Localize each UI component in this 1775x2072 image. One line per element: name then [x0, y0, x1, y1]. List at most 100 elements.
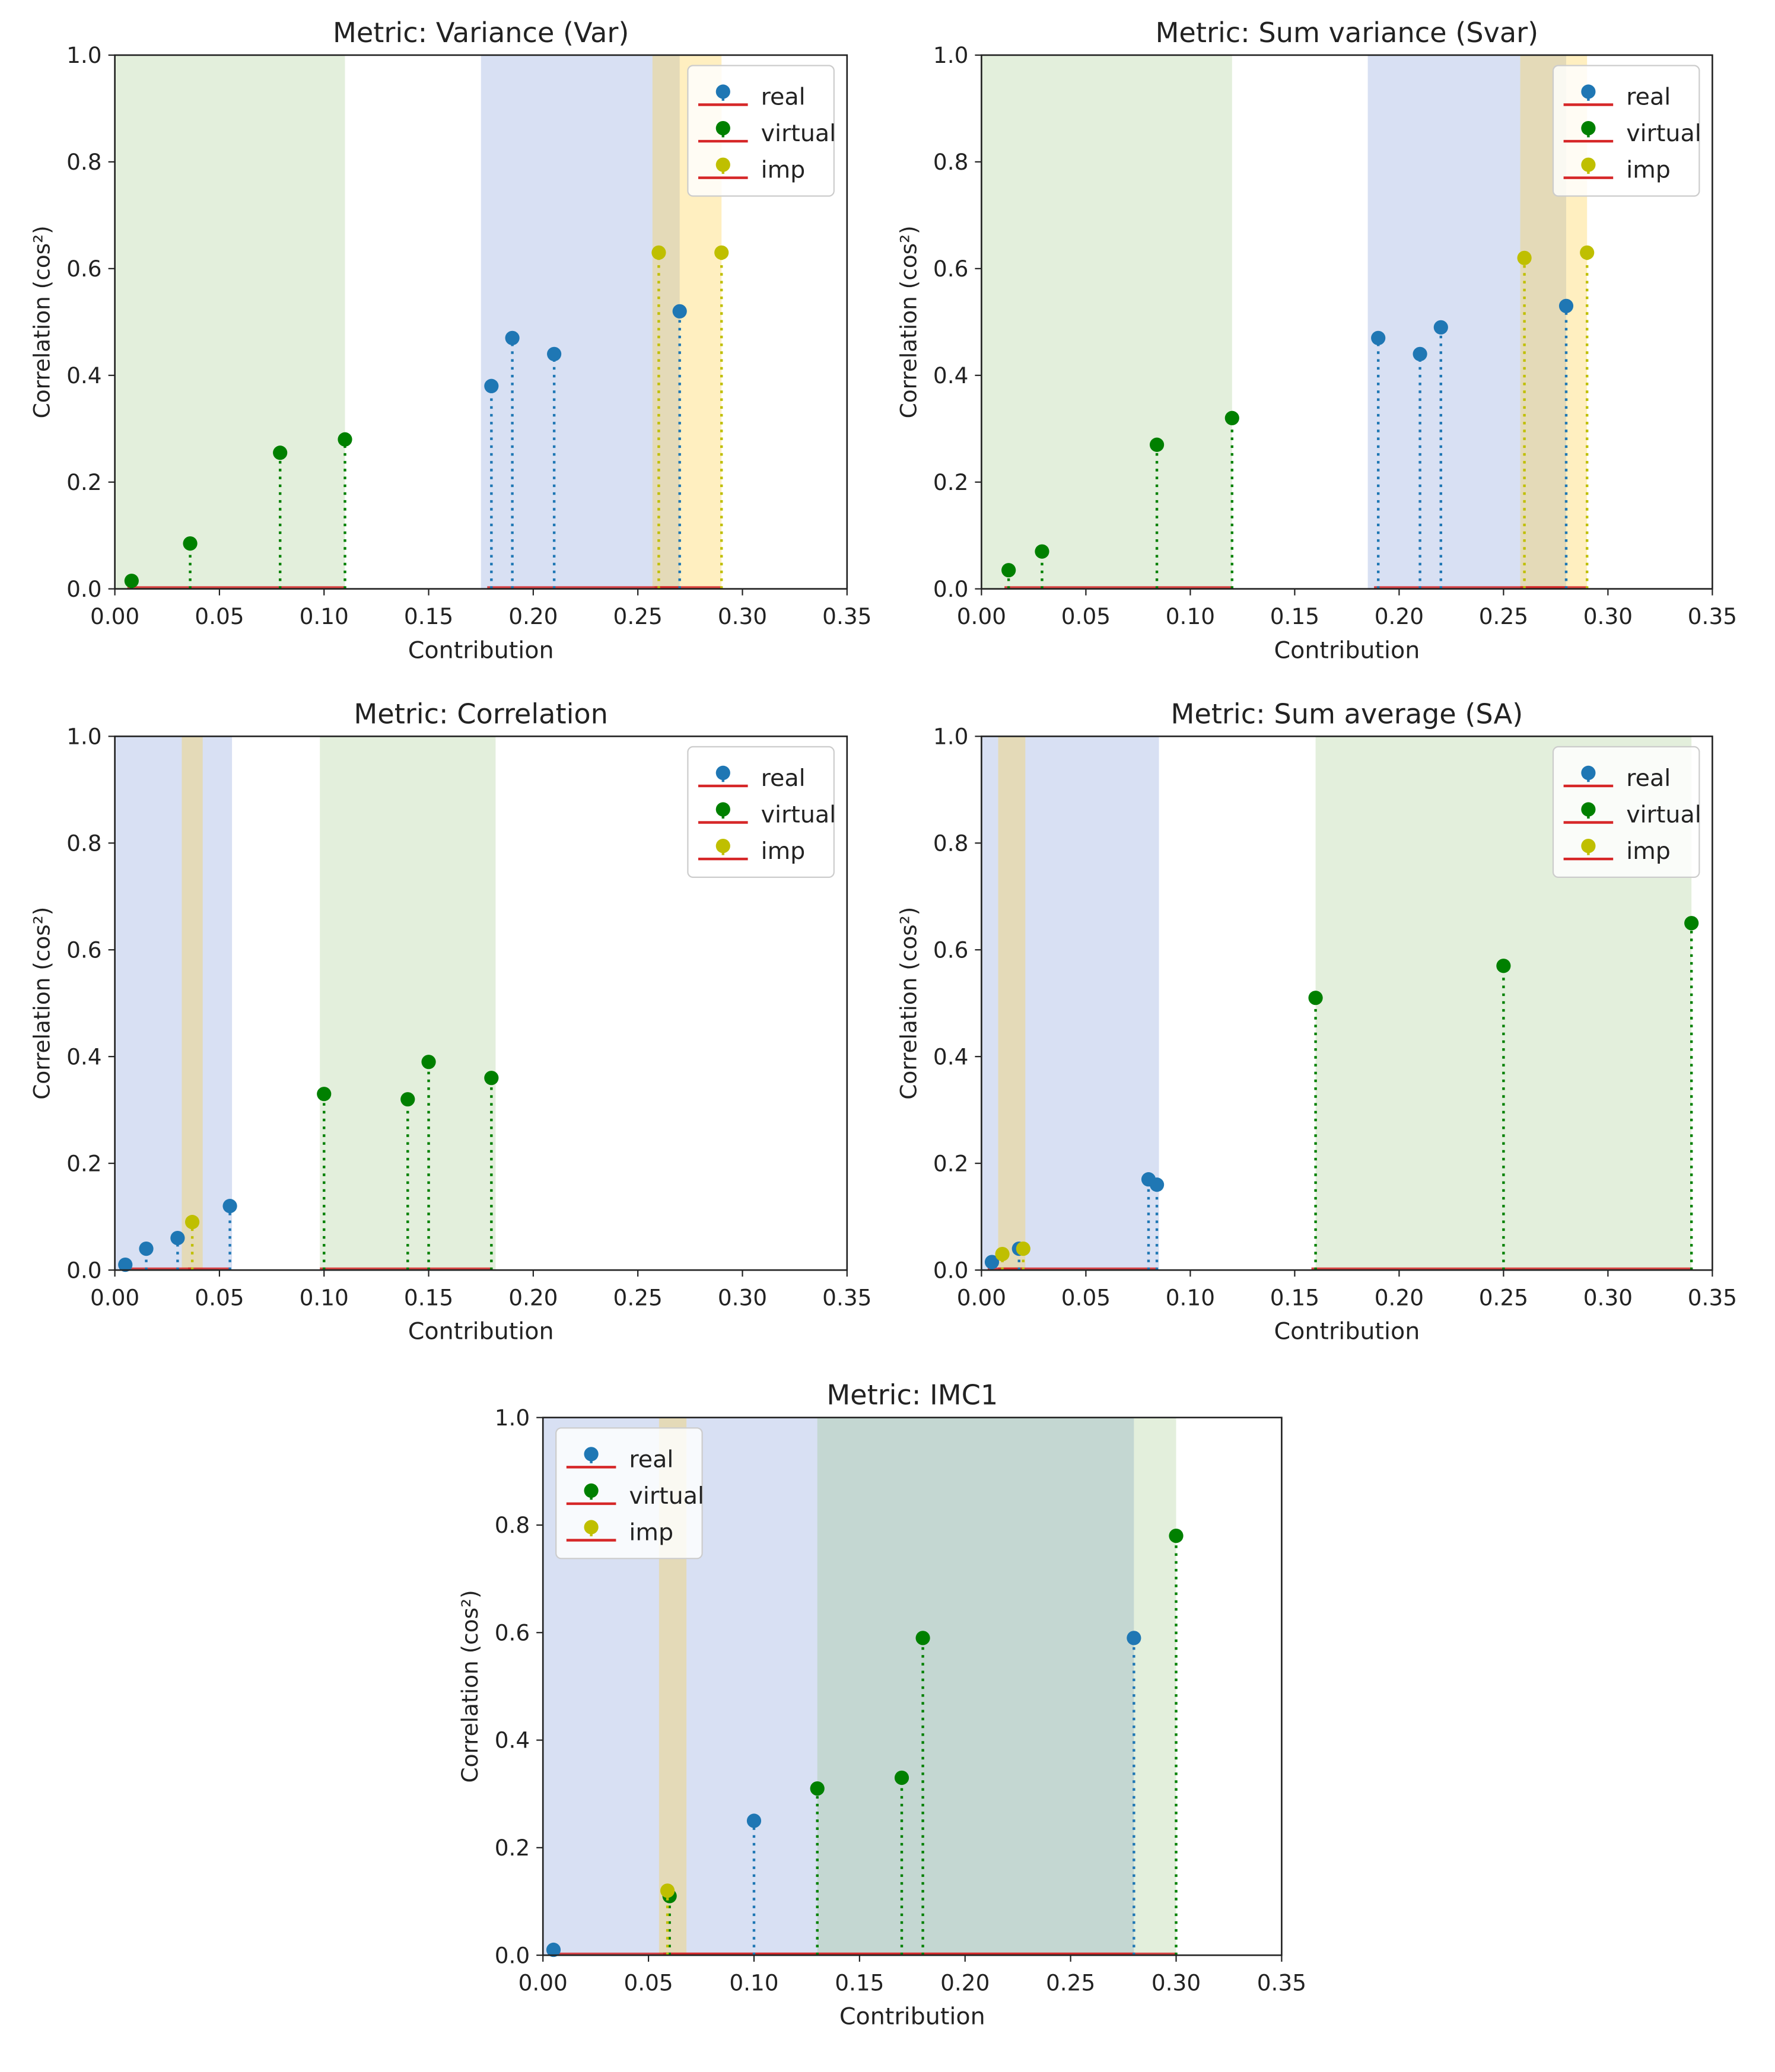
legend-marker-imp — [715, 839, 730, 854]
x-axis-label: Contribution — [408, 1318, 554, 1345]
point-real — [672, 304, 687, 319]
y-tick-label: 0.0 — [933, 576, 968, 602]
legend-marker-virtual — [715, 802, 730, 817]
point-real — [984, 1255, 1000, 1269]
x-tick-label: 0.00 — [90, 1285, 139, 1311]
x-tick-label: 0.25 — [1046, 1969, 1095, 1995]
point-virtual — [484, 1071, 499, 1086]
axes-frame — [542, 1417, 1283, 1956]
x-tick-label: 0.25 — [1479, 603, 1528, 629]
point-real — [118, 1258, 133, 1272]
span-imp — [182, 736, 203, 1271]
chart-title: Metric: Sum average (SA) — [1171, 698, 1523, 730]
y-tick-label: 0.6 — [933, 937, 968, 963]
point-virtual — [1169, 1529, 1184, 1543]
x-tick-label: 0.35 — [1688, 1285, 1737, 1311]
x-tick-label: 0.05 — [195, 1285, 244, 1311]
y-tick-label: 0.8 — [495, 1512, 530, 1538]
legend-marker-virtual — [1581, 121, 1596, 136]
point-imp — [995, 1247, 1010, 1262]
x-tick-label: 0.05 — [624, 1969, 673, 1995]
legend: real virtual imp — [1552, 746, 1701, 878]
point-imp — [1517, 250, 1532, 265]
legend-marker-imp — [715, 157, 730, 172]
x-tick-label: 0.20 — [940, 1969, 990, 1995]
y-axis-label: Correlation (cos²) — [895, 907, 921, 1100]
point-virtual — [183, 536, 198, 551]
legend-marker-imp — [584, 1520, 599, 1535]
legend-marker-real — [715, 84, 730, 99]
y-tick-label: 0.0 — [495, 1942, 530, 1968]
y-tick-label: 0.2 — [66, 469, 101, 495]
point-imp — [1580, 245, 1595, 260]
y-tick-label: 0.2 — [66, 1150, 101, 1176]
x-tick-label: 0.20 — [1375, 603, 1424, 629]
point-virtual — [273, 445, 288, 460]
legend-label-real: real — [1626, 765, 1671, 792]
y-tick-label: 0.4 — [66, 1043, 101, 1070]
point-real — [139, 1242, 154, 1256]
point-virtual — [317, 1087, 332, 1102]
legend-marker-virtual — [1581, 802, 1596, 817]
span-real — [114, 736, 233, 1271]
y-tick-label: 1.0 — [933, 724, 968, 750]
point-virtual — [400, 1092, 415, 1107]
point-real — [505, 330, 520, 345]
point-real — [546, 1942, 561, 1958]
x-tick-label: 0.20 — [508, 1285, 558, 1311]
x-tick-label: 0.10 — [729, 1969, 778, 1995]
x-tick-label: 0.20 — [508, 603, 558, 629]
point-virtual — [1684, 916, 1699, 931]
x-tick-label: 0.10 — [1166, 603, 1215, 629]
x-tick-label: 0.00 — [957, 603, 1006, 629]
y-tick-label: 0.0 — [933, 1257, 968, 1283]
subplot-4: 0.00 0.05 0.10 0.15 0.20 0.25 0.30 0.35 0.0 0.2 0.… — [895, 698, 1737, 1345]
axes-frame — [114, 735, 848, 1271]
legend-marker-virtual — [715, 121, 730, 136]
legend-label-imp: imp — [1626, 157, 1671, 184]
x-axis-label: Contribution — [839, 2003, 985, 2030]
point-virtual — [124, 574, 139, 588]
point-imp — [1016, 1242, 1030, 1256]
point-imp — [714, 245, 729, 260]
point-real — [746, 1813, 762, 1828]
x-tick-label: 0.35 — [822, 1285, 871, 1311]
legend-marker-real — [715, 765, 730, 780]
legend-label-imp: imp — [1626, 838, 1671, 865]
span-virtual — [817, 1417, 1176, 1956]
span-real — [1367, 55, 1566, 589]
point-virtual — [421, 1055, 436, 1070]
y-tick-label: 0.8 — [66, 149, 101, 175]
legend-label-imp: imp — [761, 838, 806, 865]
legend-marker-real — [584, 1447, 599, 1462]
y-tick-label: 0.6 — [933, 256, 968, 282]
x-tick-label: 0.35 — [822, 603, 871, 629]
chart-title: Metric: Correlation — [354, 698, 608, 730]
point-virtual — [1035, 544, 1049, 559]
subplot-2: 0.00 0.05 0.10 0.15 0.20 0.25 0.30 0.35 0.0 0.2 0.… — [895, 17, 1737, 664]
x-tick-label: 0.35 — [1257, 1969, 1306, 1995]
chart-title: Metric: IMC1 — [826, 1379, 998, 1411]
y-axis-label: Correlation (cos²) — [895, 225, 921, 418]
x-axis-label: Contribution — [1274, 636, 1420, 664]
x-tick-label: 0.25 — [613, 603, 663, 629]
span-virtual — [114, 55, 345, 589]
x-tick-label: 0.30 — [1151, 1969, 1201, 1995]
y-tick-label: 0.8 — [66, 830, 101, 856]
x-tick-label: 0.15 — [404, 603, 453, 629]
y-tick-label: 0.2 — [933, 469, 968, 495]
span-virtual — [981, 55, 1232, 589]
subplot-1: 0.00 0.05 0.10 0.15 0.20 0.25 0.30 0.35 0.0 0.2 0.… — [29, 17, 872, 664]
legend: real virtual imp — [687, 746, 836, 878]
y-tick-label: 0.0 — [66, 1257, 101, 1283]
x-tick-label: 0.00 — [518, 1969, 568, 1995]
point-virtual — [1308, 991, 1323, 1005]
point-real — [1558, 298, 1574, 313]
legend-label-virtual: virtual — [761, 120, 836, 147]
legend: real virtual imp — [555, 1427, 704, 1559]
point-virtual — [915, 1631, 930, 1645]
x-tick-label: 0.05 — [1061, 603, 1111, 629]
legend-label-real: real — [761, 765, 806, 792]
point-imp — [660, 1883, 675, 1898]
